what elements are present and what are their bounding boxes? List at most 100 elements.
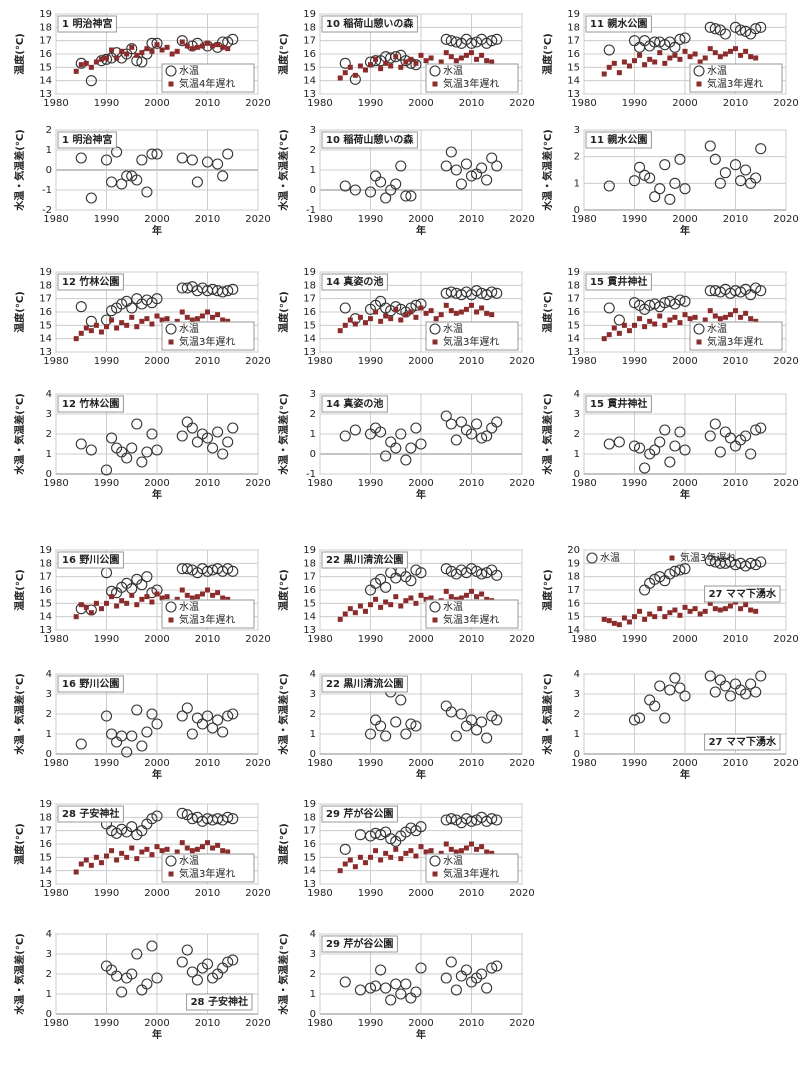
point <box>474 846 480 852</box>
panel-title: 22 黒川清流公園 <box>326 677 403 690</box>
y-axis-label: 温度(°C) <box>277 33 290 74</box>
point <box>375 426 387 438</box>
point <box>410 59 422 71</box>
point <box>428 308 434 314</box>
point <box>470 285 483 297</box>
point <box>121 746 133 758</box>
panel-title: 27 ママ下湧水 <box>709 735 777 748</box>
point <box>342 861 348 867</box>
point <box>484 849 490 855</box>
point <box>687 608 693 614</box>
point <box>398 856 404 862</box>
point <box>712 50 718 56</box>
y-tick-label: 19 <box>303 267 316 278</box>
point <box>380 581 392 593</box>
point <box>349 184 361 196</box>
point <box>93 854 99 860</box>
point <box>491 714 503 726</box>
point <box>413 600 419 606</box>
legend-label: 水温 <box>707 323 727 335</box>
x-tick-label: 2010 <box>723 356 748 367</box>
point <box>136 740 148 752</box>
panel-title: 12 竹林公園 <box>62 275 119 288</box>
point <box>134 52 140 58</box>
point <box>727 603 733 609</box>
title-box <box>57 395 124 413</box>
point <box>129 845 135 851</box>
point <box>347 857 353 863</box>
y-tick-label: 15 <box>303 852 316 863</box>
point <box>616 70 622 76</box>
legend-label: 水温 <box>179 65 199 77</box>
point <box>445 813 457 825</box>
point <box>633 161 646 173</box>
y-tick-label: 4 <box>574 669 580 680</box>
point <box>628 440 641 452</box>
point <box>603 180 615 192</box>
point <box>121 452 133 464</box>
y-tick-label: 14 <box>303 334 316 345</box>
point <box>423 310 429 316</box>
point <box>78 62 84 68</box>
point <box>415 821 427 833</box>
point <box>450 36 462 48</box>
x-tick-label: 1990 <box>94 478 119 489</box>
y-axis-label: 水温・気温差(°C) <box>541 673 554 755</box>
y-tick-label: 3 <box>574 125 580 136</box>
y-tick-label: 1 <box>574 729 580 740</box>
point <box>626 63 632 69</box>
point <box>479 52 485 58</box>
y-tick-label: 2 <box>574 152 580 163</box>
point <box>455 178 467 190</box>
title-box <box>585 395 652 413</box>
point <box>388 63 394 69</box>
point <box>136 154 148 166</box>
point <box>220 595 226 601</box>
panel-title: 1 明治神宮 <box>62 17 112 30</box>
point <box>378 318 384 324</box>
y-axis-label: 温度(°C) <box>277 569 290 610</box>
point <box>131 948 143 960</box>
point <box>603 44 615 56</box>
point <box>674 153 686 165</box>
point <box>144 46 150 52</box>
y-tick-label: 2 <box>310 969 316 980</box>
point <box>428 55 434 61</box>
point <box>114 603 120 609</box>
title-box <box>57 131 117 149</box>
point <box>626 328 632 334</box>
x-tick-label: 2020 <box>509 214 534 225</box>
point <box>164 594 170 600</box>
point <box>443 588 449 594</box>
point <box>124 51 130 57</box>
y-axis-label: 温度(°C) <box>13 33 26 74</box>
point <box>440 410 452 422</box>
y-tick-label: 14 <box>39 612 52 623</box>
y-tick-label: -1 <box>306 469 316 480</box>
point <box>755 21 767 33</box>
point <box>626 619 632 625</box>
x-tick-label: 1990 <box>358 758 383 769</box>
point <box>364 728 377 740</box>
point <box>453 596 459 602</box>
point <box>443 302 449 308</box>
point <box>692 51 698 57</box>
point <box>649 444 661 456</box>
point <box>719 28 731 40</box>
point <box>613 436 625 448</box>
y-axis-label: 水温・気温差(°C) <box>277 673 290 755</box>
point <box>669 41 681 53</box>
y-tick-label: 18 <box>567 22 580 33</box>
y-tick-label: 14 <box>303 866 316 877</box>
point <box>154 42 160 48</box>
point <box>114 325 120 331</box>
point <box>362 67 368 73</box>
point <box>210 845 216 851</box>
point <box>632 58 637 64</box>
x-axis-label: 年 <box>416 224 426 237</box>
x-tick-label: 2000 <box>144 758 169 769</box>
legend-marker <box>432 339 438 345</box>
y-tick-label: 17 <box>39 294 52 305</box>
point <box>174 48 180 54</box>
point <box>181 702 193 714</box>
